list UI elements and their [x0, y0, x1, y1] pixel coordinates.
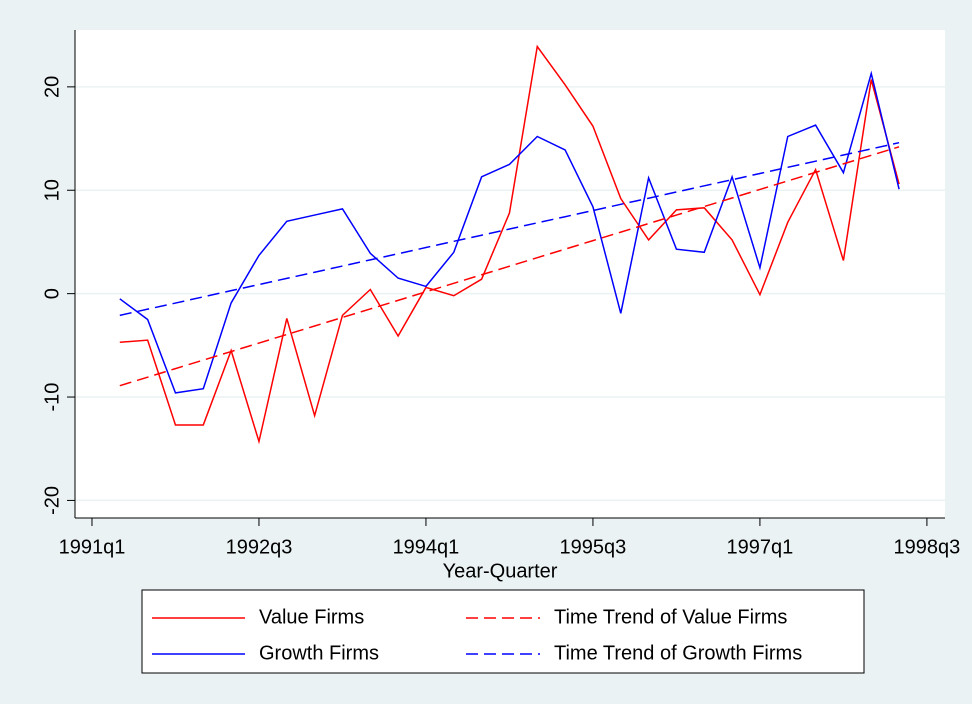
legend	[141, 589, 865, 674]
x-tick-label: 1997q1	[727, 536, 794, 558]
y-tick-label: 0	[41, 288, 63, 299]
series-line	[119, 141, 900, 317]
x-tick-label: 1992q3	[226, 536, 293, 558]
series-line	[119, 70, 900, 394]
legend-label: Value Firms	[259, 606, 364, 628]
series-line	[119, 146, 900, 387]
x-tick-label: 1995q3	[560, 536, 627, 558]
y-tick-label: -20	[41, 486, 63, 515]
legend-label: Growth Firms	[259, 642, 379, 664]
y-tick-label: -10	[41, 383, 63, 412]
series-line	[119, 44, 900, 445]
x-axis-title: Year-Quarter	[443, 560, 558, 582]
plot-area	[75, 30, 945, 518]
x-tick-label: 1994q1	[393, 536, 460, 558]
legend-label: Time Trend of Value Firms	[554, 606, 787, 628]
x-tick-label: 1998q3	[894, 536, 961, 558]
y-tick-label: 10	[41, 179, 63, 201]
x-tick-label: 1991q1	[59, 536, 126, 558]
legend-label: Time Trend of Growth Firms	[554, 642, 802, 664]
y-tick-label: 20	[41, 76, 63, 98]
